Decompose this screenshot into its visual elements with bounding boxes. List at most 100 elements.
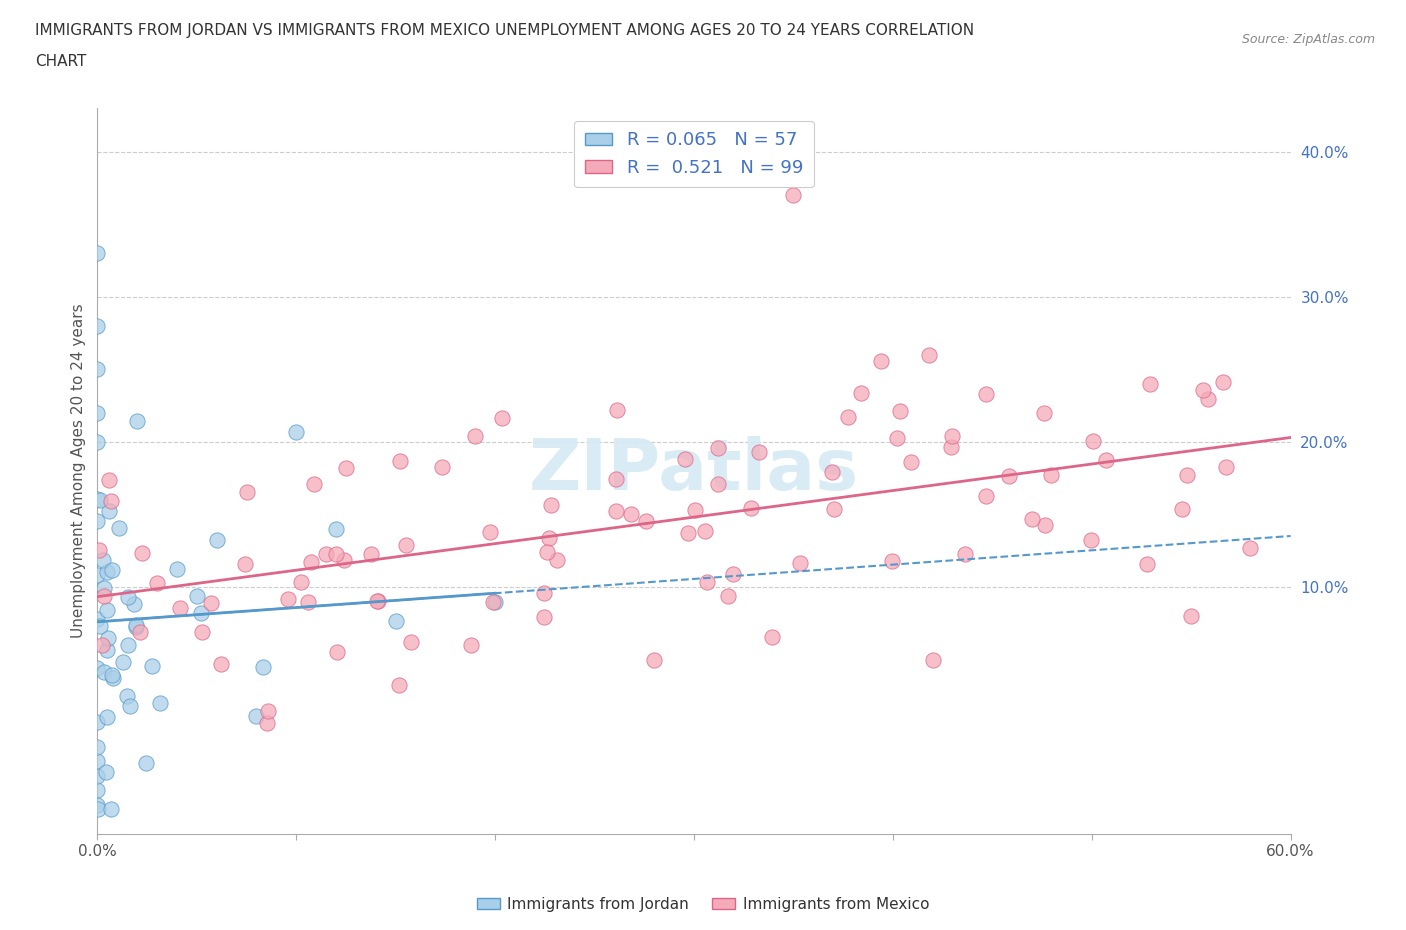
Point [135,755,157,770]
Point [606,402,628,417]
Point [91,552,114,567]
Point [693,523,716,538]
Point [96,642,118,657]
Point [98,472,121,487]
Legend: Immigrants from Jordan, Immigrants from Mexico: Immigrants from Jordan, Immigrants from … [471,891,935,918]
Point [974,386,997,401]
Point [1239,541,1261,556]
Point [605,504,627,519]
Point [86,753,108,768]
Point [93,665,115,680]
Point [537,531,560,546]
Point [325,547,347,562]
Point [100,802,122,817]
Point [782,188,804,203]
Point [1192,382,1215,397]
Point [953,546,976,561]
Point [335,460,357,475]
Point [460,638,482,653]
Point [86,405,108,420]
Point [540,498,562,512]
Point [86,513,108,528]
Point [1136,557,1159,572]
Point [789,555,811,570]
Point [252,659,274,674]
Text: Source: ZipAtlas.com: Source: ZipAtlas.com [1241,33,1375,46]
Point [1215,459,1237,474]
Point [740,501,762,516]
Point [125,618,148,632]
Point [302,477,325,492]
Point [86,567,108,582]
Point [683,502,706,517]
Point [299,554,322,569]
Point [401,634,423,649]
Point [128,625,150,640]
Point [101,668,124,683]
Point [149,696,172,711]
Point [900,455,922,470]
Point [190,605,212,620]
Point [333,552,356,567]
Point [1033,517,1056,532]
Point [605,472,627,486]
Point [89,492,111,507]
Point [108,521,131,536]
Point [233,557,256,572]
Point [86,714,108,729]
Point [124,619,146,634]
Point [169,601,191,616]
Point [96,603,118,618]
Point [86,246,108,260]
Point [97,503,120,518]
Point [889,404,911,418]
Point [886,431,908,445]
Point [86,739,108,754]
Point [676,526,699,541]
Point [86,492,108,507]
Point [146,883,169,897]
Point [823,501,845,516]
Point [285,424,308,439]
Point [636,513,658,528]
Point [115,688,138,703]
Point [209,657,232,671]
Point [870,353,893,368]
Point [533,586,555,601]
Point [127,413,149,428]
Point [546,552,568,567]
Point [384,613,406,628]
Point [389,454,412,469]
Point [89,618,111,633]
Point [1095,452,1118,467]
Point [200,595,222,610]
Point [491,411,513,426]
Point [100,494,122,509]
Point [315,547,337,562]
Point [643,652,665,667]
Point [86,768,108,783]
Point [93,588,115,603]
Point [478,525,501,539]
Text: CHART: CHART [35,54,87,69]
Point [366,594,388,609]
Point [673,452,696,467]
Point [1139,377,1161,392]
Point [325,522,347,537]
Point [89,543,111,558]
Point [86,797,108,812]
Point [432,459,454,474]
Point [482,595,505,610]
Point [131,546,153,561]
Point [1033,405,1056,420]
Point [716,589,738,604]
Point [245,709,267,724]
Point [696,575,718,590]
Point [96,565,118,579]
Point [1180,608,1202,623]
Point [96,710,118,724]
Y-axis label: Unemployment Among Ages 20 to 24 years: Unemployment Among Ages 20 to 24 years [72,303,86,638]
Point [86,660,108,675]
Point [707,477,730,492]
Point [464,429,486,444]
